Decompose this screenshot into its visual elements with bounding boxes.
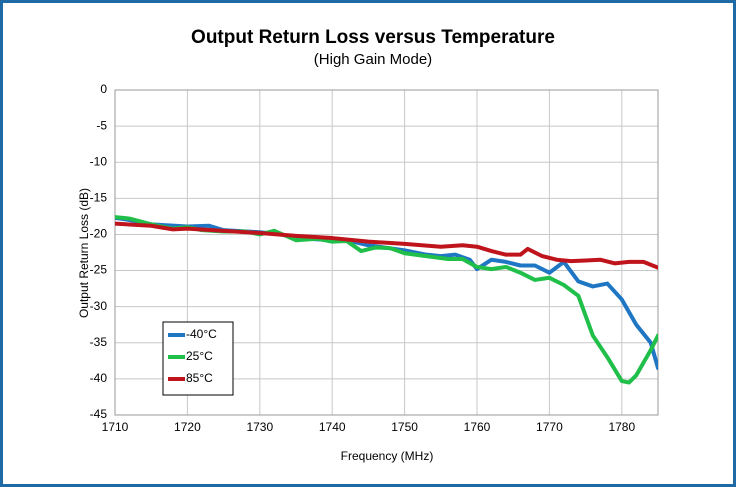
chart-subtitle: (High Gain Mode) bbox=[314, 51, 432, 68]
x-tick-label: 1710 bbox=[102, 420, 129, 434]
series-line bbox=[115, 221, 658, 270]
y-tick-label: -5 bbox=[96, 118, 107, 132]
y-axis-label: Output Return Loss (dB) bbox=[77, 188, 91, 318]
legend-label: 85°C bbox=[186, 371, 213, 385]
y-tick-label: -40 bbox=[90, 371, 108, 385]
legend-label: -40°C bbox=[186, 327, 217, 341]
y-tick-label: -35 bbox=[90, 335, 108, 349]
y-tick-label: -45 bbox=[90, 407, 108, 421]
y-tick-label: -10 bbox=[90, 154, 108, 168]
x-tick-label: 1750 bbox=[391, 420, 418, 434]
x-tick-label: 1720 bbox=[174, 420, 201, 434]
chart: Output Return Loss versus Temperature (H… bbox=[77, 27, 659, 463]
x-tick-label: 1770 bbox=[536, 420, 563, 434]
y-tick-label: -15 bbox=[90, 191, 108, 205]
x-tick-label: 1780 bbox=[608, 420, 635, 434]
plot-border bbox=[114, 89, 659, 416]
y-tick-label: 0 bbox=[100, 82, 107, 96]
y-tick-label: -30 bbox=[90, 299, 108, 313]
x-tick-label: 1740 bbox=[319, 420, 346, 434]
x-tick-label: 1760 bbox=[464, 420, 491, 434]
x-axis-label: Frequency (MHz) bbox=[341, 449, 434, 463]
y-tick-label: -20 bbox=[90, 227, 108, 241]
legend-label: 25°C bbox=[186, 349, 213, 363]
y-tick-label: -25 bbox=[90, 263, 108, 277]
x-tick-label: 1730 bbox=[246, 420, 273, 434]
chart-title: Output Return Loss versus Temperature bbox=[191, 27, 555, 48]
